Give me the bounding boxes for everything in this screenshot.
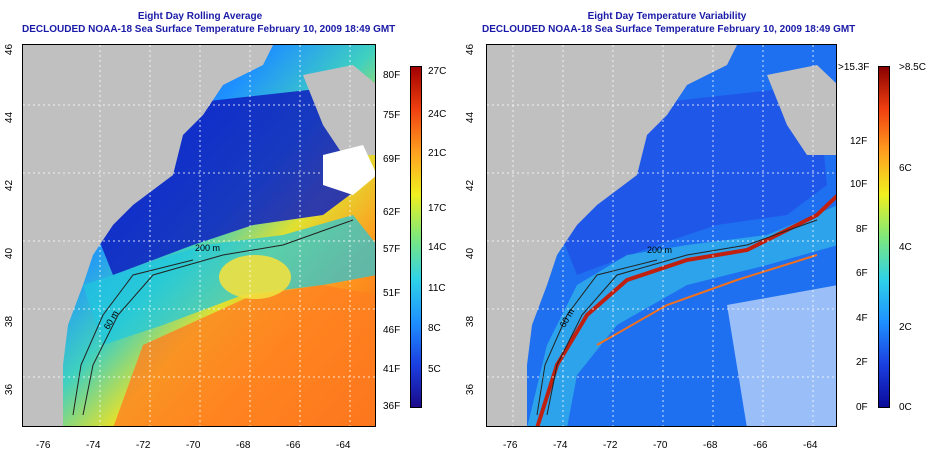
right-cb-c-6: 6C — [899, 163, 912, 174]
left-cb-f-80: 80F — [383, 70, 401, 81]
left-cb-f-69: 69F — [383, 154, 401, 165]
left-cb-c-21: 21C — [428, 148, 447, 159]
left-cb-f-62: 62F — [383, 207, 401, 218]
left-cb-f-36: 36F — [383, 401, 401, 412]
right-lat-38: 38 — [465, 315, 477, 328]
gulf-stream-region — [113, 285, 375, 426]
left-lat-46: 46 — [4, 43, 16, 56]
left-cb-f-51: 51F — [383, 288, 401, 299]
left-cb-c-5: 5C — [428, 364, 441, 375]
right-cb-f-2: 2F — [856, 357, 868, 368]
left-lon-64: -64 — [336, 440, 351, 451]
left-cb-c-14: 14C — [428, 242, 447, 253]
land-mass — [23, 45, 273, 426]
right-cb-f-6: 6F — [856, 268, 868, 279]
right-cb-c-4: 4C — [899, 242, 912, 253]
right-lat-36: 36 — [465, 383, 477, 396]
left-lon-74: -74 — [86, 440, 101, 451]
contour-200m-label: 200 m — [195, 243, 221, 253]
right-cb-f-max: >15.3F — [838, 62, 870, 73]
right-cb-c-max: >8.5C — [899, 62, 926, 73]
right-cb-c-0: 0C — [899, 402, 912, 413]
left-lat-36: 36 — [4, 383, 16, 396]
front-high-variability — [535, 194, 836, 426]
right-lon-68: -68 — [703, 440, 718, 451]
left-lon-66: -66 — [286, 440, 301, 451]
warm-eddy — [219, 255, 291, 299]
contour-60m — [72, 259, 194, 416]
left-lon-76: -76 — [36, 440, 51, 451]
right-cb-c-2: 2C — [899, 322, 912, 333]
left-cb-c-11: 11C — [428, 283, 446, 294]
right-lat-46: 46 — [465, 43, 477, 56]
left-lat-42: 42 — [4, 179, 16, 192]
left-lat-40: 40 — [4, 247, 16, 260]
contour-200m — [82, 219, 354, 416]
right-title-line2: DECLOUDED NOAA-18 Sea Surface Temperatur… — [482, 24, 856, 35]
right-variability-map: 200 m 60 m — [486, 44, 837, 427]
right-lat-40: 40 — [465, 247, 477, 260]
contour-60m — [536, 259, 658, 416]
left-colorbar — [410, 66, 422, 408]
nova-scotia-land — [303, 65, 375, 155]
left-cb-f-57: 57F — [383, 244, 401, 255]
right-lon-74: -74 — [553, 440, 568, 451]
right-cb-f-4: 4F — [856, 313, 868, 324]
right-lon-64: -64 — [803, 440, 818, 451]
right-cb-f-0: 0F — [856, 402, 868, 413]
shelf-variability-region — [527, 205, 836, 426]
left-title-line2: DECLOUDED NOAA-18 Sea Surface Temperatur… — [22, 24, 396, 35]
contour-200m — [546, 219, 818, 416]
left-lon-72: -72 — [136, 440, 151, 451]
right-cb-f-12: 12F — [850, 136, 868, 147]
left-cb-c-8: 8C — [428, 323, 441, 334]
right-title-line1: Eight Day Temperature Variability — [587, 11, 747, 22]
left-lat-44: 44 — [4, 111, 16, 124]
right-lon-76: -76 — [503, 440, 518, 451]
left-lon-68: -68 — [236, 440, 251, 451]
right-lat-44: 44 — [465, 111, 477, 124]
right-lon-72: -72 — [603, 440, 618, 451]
contour-200m-label: 200 m — [647, 245, 673, 255]
right-lat-42: 42 — [465, 179, 477, 192]
nova-scotia-land — [767, 65, 836, 155]
left-cb-f-41: 41F — [383, 364, 401, 375]
right-lon-66: -66 — [753, 440, 768, 451]
left-lon-70: -70 — [186, 440, 201, 451]
left-title-line1: Eight Day Rolling Average — [137, 11, 263, 22]
left-cb-c-27: 27C — [428, 66, 447, 77]
left-cb-f-75: 75F — [383, 110, 401, 121]
right-cb-f-10: 10F — [850, 179, 868, 190]
left-cb-c-17: 17C — [428, 203, 447, 214]
left-cb-f-46: 46F — [383, 325, 401, 336]
right-cb-f-8: 8F — [856, 224, 868, 235]
left-sst-map: 200 m 60 m — [22, 44, 376, 427]
land-mass — [487, 45, 737, 426]
front-secondary — [596, 254, 818, 346]
cloud-patches — [323, 145, 375, 195]
right-colorbar — [878, 66, 890, 408]
cloud-patches — [727, 285, 836, 426]
left-cb-c-24: 24C — [428, 109, 447, 120]
right-lon-70: -70 — [653, 440, 668, 451]
left-lat-38: 38 — [4, 315, 16, 328]
